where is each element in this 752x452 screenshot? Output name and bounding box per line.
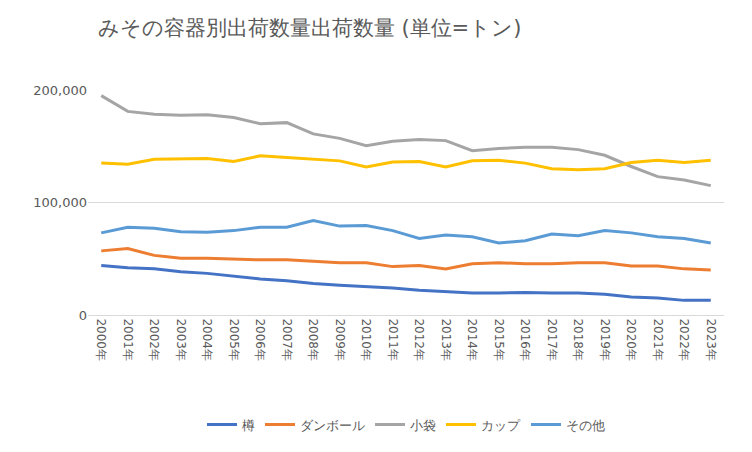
svg-text:0: 0 [79,308,87,323]
svg-text:その他: その他 [566,418,605,433]
svg-text:2015年: 2015年 [492,318,506,361]
svg-text:200,000: 200,000 [33,83,87,98]
svg-text:2003年: 2003年 [174,318,188,361]
svg-text:みその容器別出荷数量出荷数量 (単位=トン): みその容器別出荷数量出荷数量 (単位=トン) [98,16,522,40]
svg-text:2011年: 2011年 [386,318,400,361]
svg-text:2014年: 2014年 [465,318,479,361]
svg-text:2004年: 2004年 [200,318,214,361]
svg-text:2006年: 2006年 [253,318,267,361]
svg-text:2017年: 2017年 [545,318,559,361]
svg-text:2007年: 2007年 [280,318,294,361]
svg-text:2016年: 2016年 [518,318,532,361]
svg-text:100,000: 100,000 [33,195,87,210]
svg-text:2010年: 2010年 [359,318,373,361]
svg-text:2000年: 2000年 [94,318,108,361]
svg-text:2019年: 2019年 [598,318,612,361]
svg-text:2001年: 2001年 [121,318,135,361]
svg-text:2018年: 2018年 [571,318,585,361]
svg-text:カップ: カップ [481,418,521,433]
svg-text:2005年: 2005年 [227,318,241,361]
svg-text:2022年: 2022年 [677,318,691,361]
svg-text:2002年: 2002年 [147,318,161,361]
svg-text:2021年: 2021年 [651,318,665,361]
svg-text:2013年: 2013年 [439,318,453,361]
svg-text:樽: 樽 [242,418,255,433]
svg-text:2008年: 2008年 [306,318,320,361]
svg-text:2012年: 2012年 [412,318,426,361]
svg-text:小袋: 小袋 [410,418,436,433]
svg-text:2023年: 2023年 [704,318,718,361]
svg-text:ダンボール: ダンボール [300,418,365,433]
svg-text:2020年: 2020年 [624,318,638,361]
svg-text:2009年: 2009年 [333,318,347,361]
